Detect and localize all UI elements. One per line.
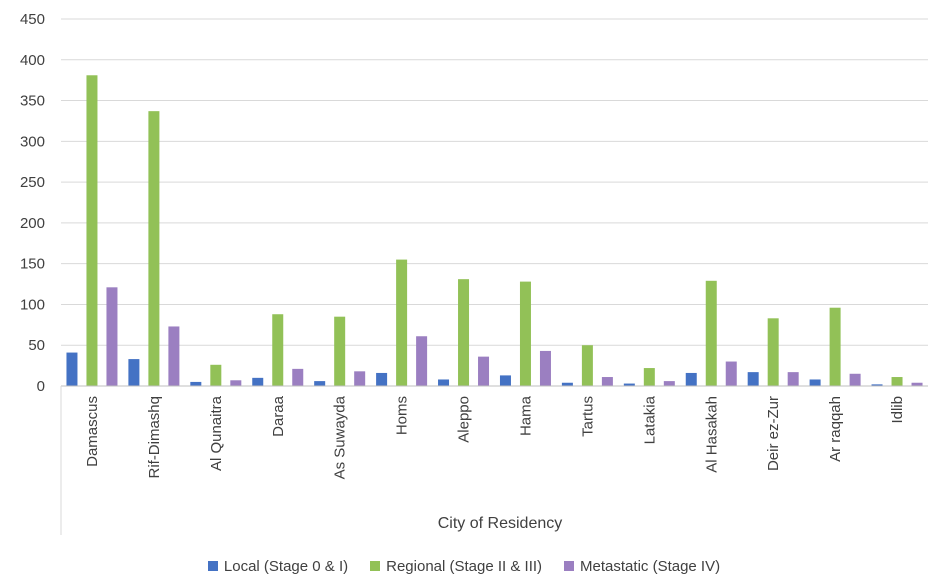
x-category-label: Daraa [270,395,287,437]
bar-local [561,382,573,386]
legend-swatch [370,561,381,571]
bar-regional [643,368,655,386]
y-tick-label: 300 [20,133,45,150]
x-category-label: Al Qunaitra [208,395,225,471]
legend-swatch [207,561,218,571]
x-category-label: Latakia [641,395,658,444]
bar-regional [148,111,160,386]
bar-local [128,359,140,386]
bar-local [190,381,202,386]
legend-label: Regional (Stage II & III) [386,557,543,575]
bar-local [685,372,697,386]
y-tick-label: 200 [20,215,45,232]
bar-regional [396,259,408,386]
x-category-label: Ar raqqah [827,396,844,462]
bar-metastatic [663,381,675,386]
legend-item: Local (Stage 0 & I) [207,557,349,575]
bar-local [438,379,450,386]
bar-regional [705,280,717,386]
x-axis-categories: Damascus Rif-Dimashq Al Qunaitra Daraa As Su… [84,395,906,479]
bar-metastatic [416,336,428,386]
x-category-label: Tartus [579,396,596,437]
bar-local [747,372,759,386]
bar-regional [334,316,346,386]
bar-local [499,375,511,386]
legend-item: Metastatic (Stage IV) [564,558,720,575]
y-tick-label: 250 [20,174,45,191]
y-tick-label: 350 [20,93,45,110]
bar-regional [519,281,531,386]
legend-swatch [564,561,575,571]
bar-local [66,352,78,386]
bar-chart: 0 50 100 150 200 250 300 350 400 450 Damascus Rif-… [20,11,928,535]
y-axis-ticks: 0 50 100 150 200 250 300 350 400 450 [20,11,45,395]
bar-local [252,377,264,386]
y-tick-label: 450 [20,11,45,28]
bar-metastatic [787,372,799,386]
y-tick-label: 100 [20,296,45,313]
x-category-label: Al Hasakah [703,396,720,473]
x-category-label: Idlib [889,396,906,424]
legend-label: Local (Stage 0 & I) [223,557,349,575]
x-category-label: Deir ez-Zur [765,396,782,471]
bar-metastatic [478,356,490,386]
bar-regional [829,307,841,386]
legend: Local (Stage 0 & I) Regional (Stage II & … [0,555,928,577]
axes [60,385,928,535]
bar-local [809,379,821,386]
x-category-label: Homs [394,396,411,435]
bar-regional [581,345,593,386]
y-tick-label: 50 [28,337,45,354]
bar-metastatic [230,380,242,386]
gridlines [61,18,928,346]
bar-metastatic [725,361,737,386]
bar-regional [891,377,903,386]
y-tick-label: 150 [20,256,45,273]
x-category-label: Aleppo [456,396,473,443]
y-tick-label: 0 [37,378,45,395]
bar-local [623,383,635,386]
bar-metastatic [292,368,304,386]
bar-local [871,384,883,386]
bar-metastatic [354,371,366,386]
legend-label: Metastatic (Stage IV) [580,557,721,575]
bar-regional [458,279,470,386]
x-category-label: As Suwayda [332,395,349,479]
bar-local [314,381,326,386]
bar-regional [272,314,284,386]
bar-metastatic [168,326,180,386]
bar-metastatic [849,373,861,386]
x-category-label: Damascus [84,396,101,467]
bar-regional [767,318,779,386]
x-axis-title: City of Residency [438,515,563,532]
x-category-label: Hama [517,395,534,436]
x-category-label: Rif-Dimashq [146,396,163,479]
bar-metastatic [539,350,551,386]
bar-regional [86,75,98,387]
bar-metastatic [106,287,118,386]
bar-metastatic [601,377,613,386]
legend-item: Regional (Stage II & III) [370,558,542,575]
bars [66,75,923,387]
bar-regional [210,364,222,386]
bar-metastatic [911,382,923,386]
y-tick-label: 400 [20,52,45,69]
bar-local [376,372,388,386]
